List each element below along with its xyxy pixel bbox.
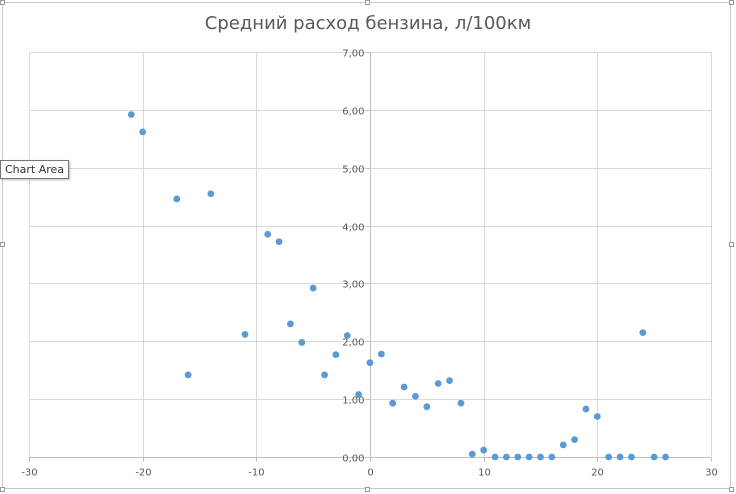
data-point[interactable] [559, 441, 567, 449]
data-point[interactable] [241, 330, 249, 338]
resize-handle-bottom-right[interactable] [729, 487, 734, 492]
data-point[interactable] [480, 446, 488, 454]
y-tick-label: 3,00 [342, 280, 364, 291]
data-point[interactable] [582, 405, 590, 413]
resize-handle-top[interactable] [365, 0, 370, 5]
y-tick-label: 5,00 [342, 165, 364, 176]
data-point[interactable] [628, 453, 635, 461]
data-point[interactable] [514, 453, 522, 461]
data-point[interactable] [525, 453, 533, 461]
x-tick-label: -30 [21, 468, 37, 479]
chart-title[interactable]: Средний расход бензина, л/100км [204, 13, 532, 34]
data-point[interactable] [389, 399, 397, 407]
data-point[interactable] [264, 230, 272, 238]
y-tick-label: 4,00 [342, 223, 364, 234]
resize-handle-left[interactable] [0, 242, 5, 247]
x-tick-label: -10 [248, 468, 264, 479]
data-point[interactable] [434, 380, 442, 387]
data-point[interactable] [593, 413, 601, 420]
data-point[interactable] [423, 403, 431, 411]
data-point[interactable] [332, 351, 340, 358]
chart-area[interactable] [2, 2, 731, 489]
x-tick-label: -20 [135, 468, 151, 479]
data-point[interactable] [377, 350, 385, 358]
data-point[interactable] [650, 453, 658, 461]
data-point[interactable] [355, 391, 363, 398]
data-point[interactable] [616, 453, 624, 461]
data-point[interactable] [127, 111, 135, 118]
data-point[interactable] [457, 399, 465, 407]
y-tick-label: 2,00 [342, 338, 364, 349]
resize-handle-top-right[interactable] [729, 0, 734, 5]
data-point[interactable] [366, 359, 374, 367]
data-point[interactable] [571, 436, 578, 444]
data-point[interactable] [343, 332, 351, 339]
data-point[interactable] [446, 377, 453, 385]
resize-handle-bottom-left[interactable] [0, 487, 5, 492]
data-point[interactable] [491, 453, 499, 461]
data-point[interactable] [298, 339, 306, 346]
x-tick-label: 20 [591, 468, 604, 479]
y-tick-label: 1,00 [342, 396, 364, 407]
data-point[interactable] [321, 371, 328, 379]
data-point[interactable] [173, 195, 181, 203]
x-tick-label: 30 [705, 468, 718, 479]
y-tick-label: 7,00 [342, 49, 364, 60]
data-point[interactable] [139, 128, 147, 136]
y-tick-label: 0,00 [342, 454, 364, 465]
chart-area-tooltip: Chart Area [0, 160, 70, 179]
data-point[interactable] [548, 453, 556, 461]
data-point[interactable] [639, 329, 647, 337]
data-point[interactable] [275, 238, 283, 246]
data-point[interactable] [184, 371, 192, 379]
data-point[interactable] [468, 450, 476, 458]
data-point[interactable] [412, 392, 419, 400]
data-point[interactable] [400, 383, 408, 391]
data-point[interactable] [537, 453, 544, 461]
data-point[interactable] [503, 453, 510, 461]
data-point[interactable] [287, 320, 294, 328]
resize-handle-top-left[interactable] [0, 0, 5, 5]
resize-handle-bottom[interactable] [365, 487, 370, 492]
data-point[interactable] [662, 453, 669, 461]
data-point[interactable] [309, 284, 317, 292]
x-tick-label: 0 [367, 468, 373, 479]
data-point[interactable] [605, 453, 613, 461]
y-tick-label: 6,00 [342, 107, 364, 118]
x-tick-label: 10 [478, 468, 491, 479]
data-point[interactable] [207, 190, 215, 198]
resize-handle-right[interactable] [729, 242, 734, 247]
